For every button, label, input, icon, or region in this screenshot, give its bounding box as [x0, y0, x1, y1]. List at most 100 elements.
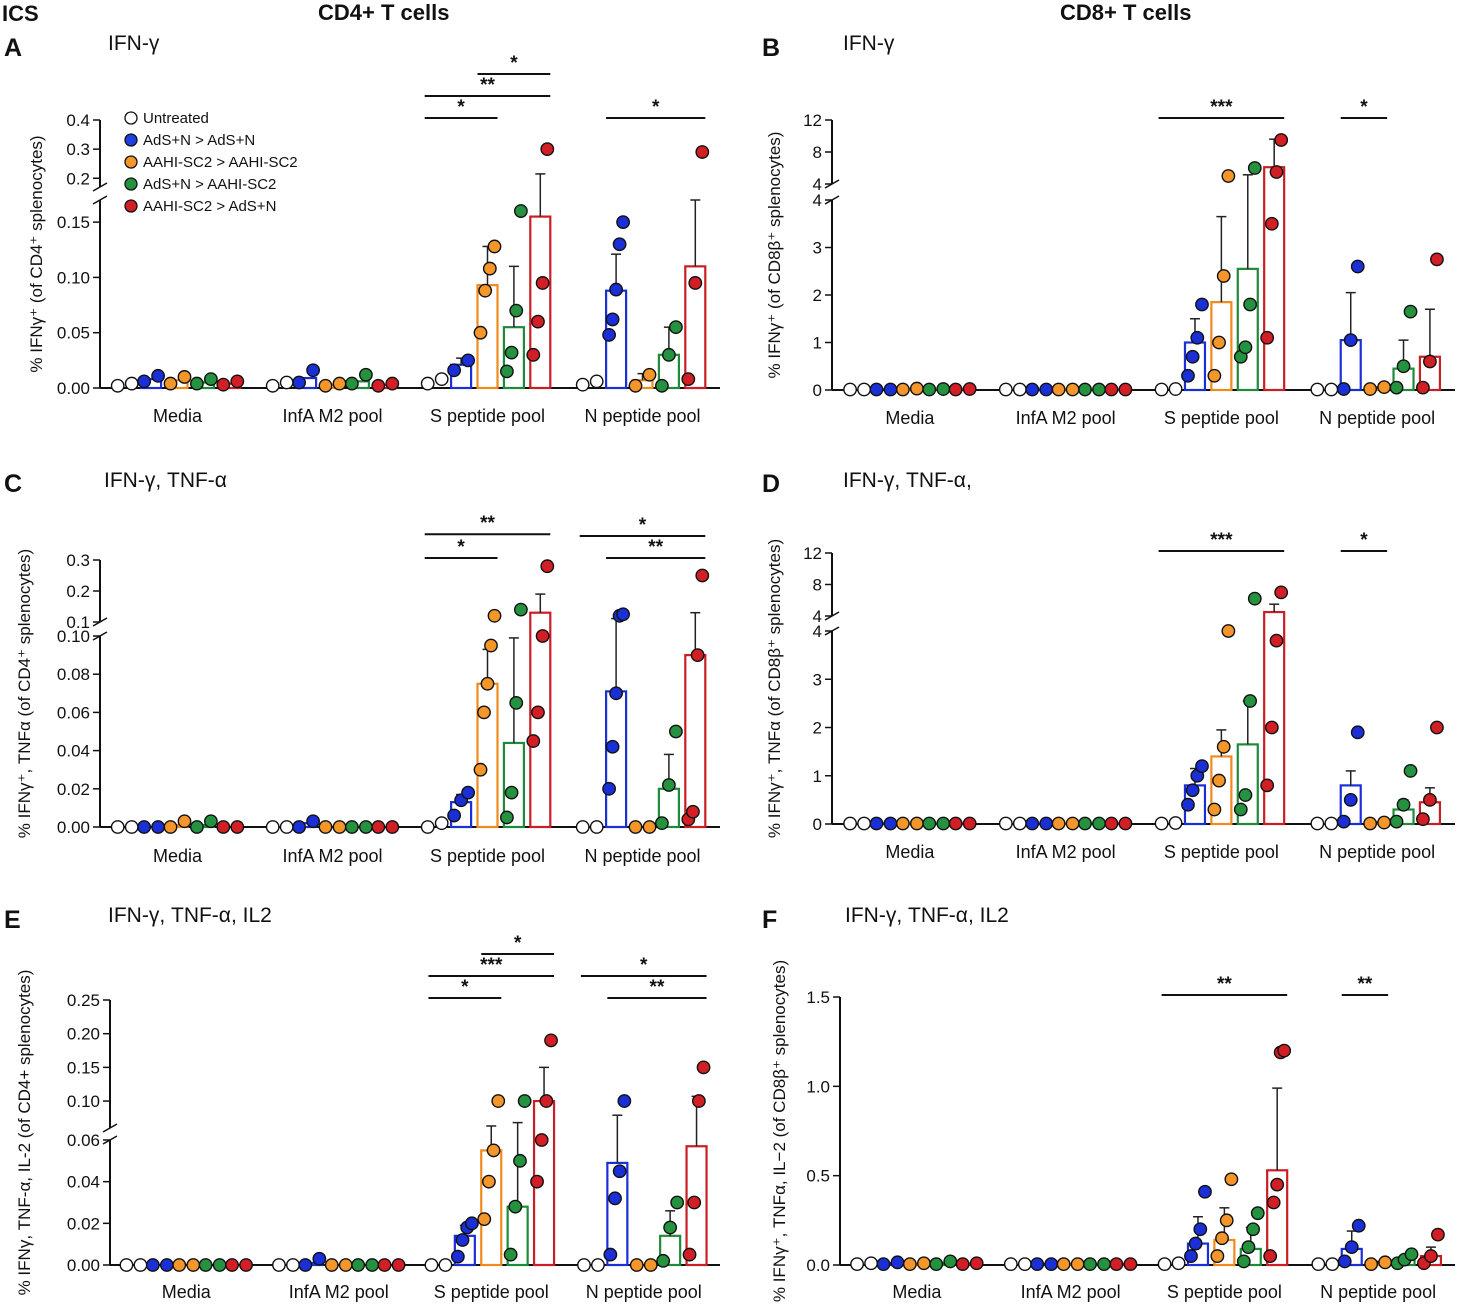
data-point	[1012, 816, 1027, 831]
data-point	[189, 820, 204, 834]
data-point	[909, 816, 924, 831]
data-point	[1336, 382, 1351, 396]
data-point	[895, 382, 910, 397]
data-point	[857, 382, 871, 397]
data-point	[1188, 1236, 1203, 1251]
data-point	[1264, 216, 1279, 231]
y-tick-label: 0.1	[66, 613, 90, 632]
data-point	[324, 1258, 339, 1272]
x-category-label: InfA M2 pool	[1021, 1282, 1121, 1302]
bar	[1236, 267, 1259, 392]
panel-c: C IFN-γ, TNF-α 0.00 0.02 0.04 0.06 0.08 0.100.1…	[4, 469, 720, 866]
data-point	[1065, 382, 1080, 397]
legend-swatch	[124, 177, 138, 191]
data-point	[137, 820, 152, 834]
data-point	[1389, 380, 1404, 395]
data-point	[609, 686, 623, 701]
data-point	[1070, 1257, 1085, 1272]
data-point	[1104, 816, 1119, 831]
data-point	[482, 1174, 496, 1189]
data-point	[539, 1094, 554, 1108]
data-point	[1118, 816, 1133, 831]
data-point	[504, 345, 519, 360]
data-point	[499, 810, 514, 825]
data-point	[544, 1033, 558, 1048]
data-point	[1039, 816, 1054, 831]
data-point	[1396, 797, 1411, 812]
panel-title: IFN-γ, TNF-α, IL2	[845, 904, 1009, 927]
data-point	[609, 282, 623, 297]
data-point	[110, 378, 125, 393]
data-point	[450, 1249, 465, 1264]
panel-title: IFN-γ	[108, 32, 160, 55]
data-point	[1343, 792, 1358, 807]
data-point	[216, 377, 231, 392]
data-point	[203, 814, 218, 829]
data-point	[272, 1258, 286, 1272]
data-point	[876, 1257, 891, 1272]
data-point	[1171, 1256, 1186, 1271]
data-point	[1364, 1257, 1379, 1272]
data-point	[526, 734, 541, 748]
y-tick-label: 4	[813, 175, 822, 194]
legend-swatch	[124, 155, 138, 169]
x-category-label: S peptide pool	[1164, 408, 1279, 428]
bar	[1183, 341, 1207, 392]
significance-label: *	[1360, 530, 1368, 551]
x-category-label: N peptide pool	[586, 1282, 702, 1302]
y-tick-label: 0.0	[806, 1256, 830, 1275]
y-tick-label: 0.25	[67, 991, 100, 1010]
data-point	[1263, 1249, 1278, 1263]
data-point	[424, 1258, 439, 1272]
y-tick-label: 0.00	[57, 818, 90, 837]
panel-f: F IFN-γ, TNF-α, IL2 0.0 0.5 1.0 1.5 % IFNγ⁺, T…	[762, 904, 1455, 1302]
data-point	[177, 814, 192, 829]
data-point	[1195, 759, 1209, 773]
data-point	[688, 276, 703, 290]
y-tick-label: 0	[813, 381, 822, 400]
data-point	[1378, 1255, 1393, 1270]
significance-label: *	[457, 97, 465, 118]
x-category-label: InfA M2 pool	[289, 1282, 389, 1302]
data-point	[477, 705, 491, 720]
data-point	[628, 820, 643, 834]
x-category-label: S peptide pool	[1167, 1282, 1282, 1302]
significance-label: **	[650, 977, 665, 998]
data-point	[504, 785, 519, 800]
data-point	[1343, 333, 1358, 348]
data-point	[1056, 1257, 1071, 1272]
y-tick-label: 0.04	[57, 742, 90, 761]
significance-label: *	[457, 537, 465, 558]
data-point	[473, 762, 488, 777]
data-point	[1097, 1257, 1111, 1272]
data-point	[265, 820, 280, 834]
panel-letter: B	[762, 34, 780, 62]
x-category-label: S peptide pool	[430, 406, 545, 426]
data-point	[602, 781, 616, 796]
data-point	[890, 1255, 905, 1270]
data-point	[461, 353, 475, 368]
data-point	[318, 378, 333, 393]
data-point	[1350, 725, 1365, 740]
y-tick-label: 4	[813, 191, 822, 210]
data-point	[629, 1258, 644, 1272]
axis-break-mark	[92, 182, 108, 192]
data-point	[1423, 792, 1437, 807]
y-tick-label: 0.3	[66, 140, 90, 159]
x-category-label: N peptide pool	[584, 406, 700, 426]
x-category-label: S peptide pool	[1164, 842, 1279, 862]
data-point	[1025, 816, 1040, 831]
y-tick-label: 8	[813, 576, 822, 595]
y-tick-label: 0.08	[57, 665, 90, 684]
data-point	[514, 602, 528, 617]
data-point	[1025, 382, 1040, 397]
panel-a: A IFN-γ 0.00 0.05 0.10 0.15 0.2 0.3 0.4 % IFNγ⁺ (…	[4, 32, 720, 426]
significance-label: ***	[1210, 97, 1233, 118]
data-point	[1238, 340, 1253, 355]
data-point	[1269, 633, 1284, 648]
data-point	[119, 1258, 134, 1272]
data-point	[1246, 1222, 1261, 1237]
y-axis-label: % IFNγ⁺ (of CD8β⁺ splenocytes)	[765, 132, 784, 379]
panel-letter: D	[762, 470, 780, 498]
y-tick-label: 3	[813, 670, 822, 689]
